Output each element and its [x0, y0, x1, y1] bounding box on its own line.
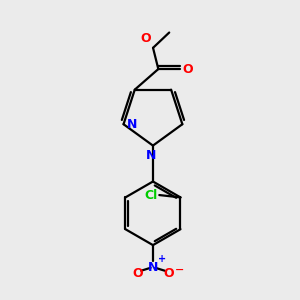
Text: O: O: [182, 62, 193, 76]
Text: N: N: [146, 149, 156, 162]
Text: O: O: [140, 32, 151, 46]
Text: Cl: Cl: [145, 188, 158, 202]
Text: −: −: [175, 265, 184, 275]
Text: +: +: [158, 254, 166, 264]
Text: N: N: [127, 118, 137, 131]
Text: O: O: [163, 267, 174, 280]
Text: N: N: [148, 261, 158, 274]
Text: O: O: [132, 267, 143, 280]
